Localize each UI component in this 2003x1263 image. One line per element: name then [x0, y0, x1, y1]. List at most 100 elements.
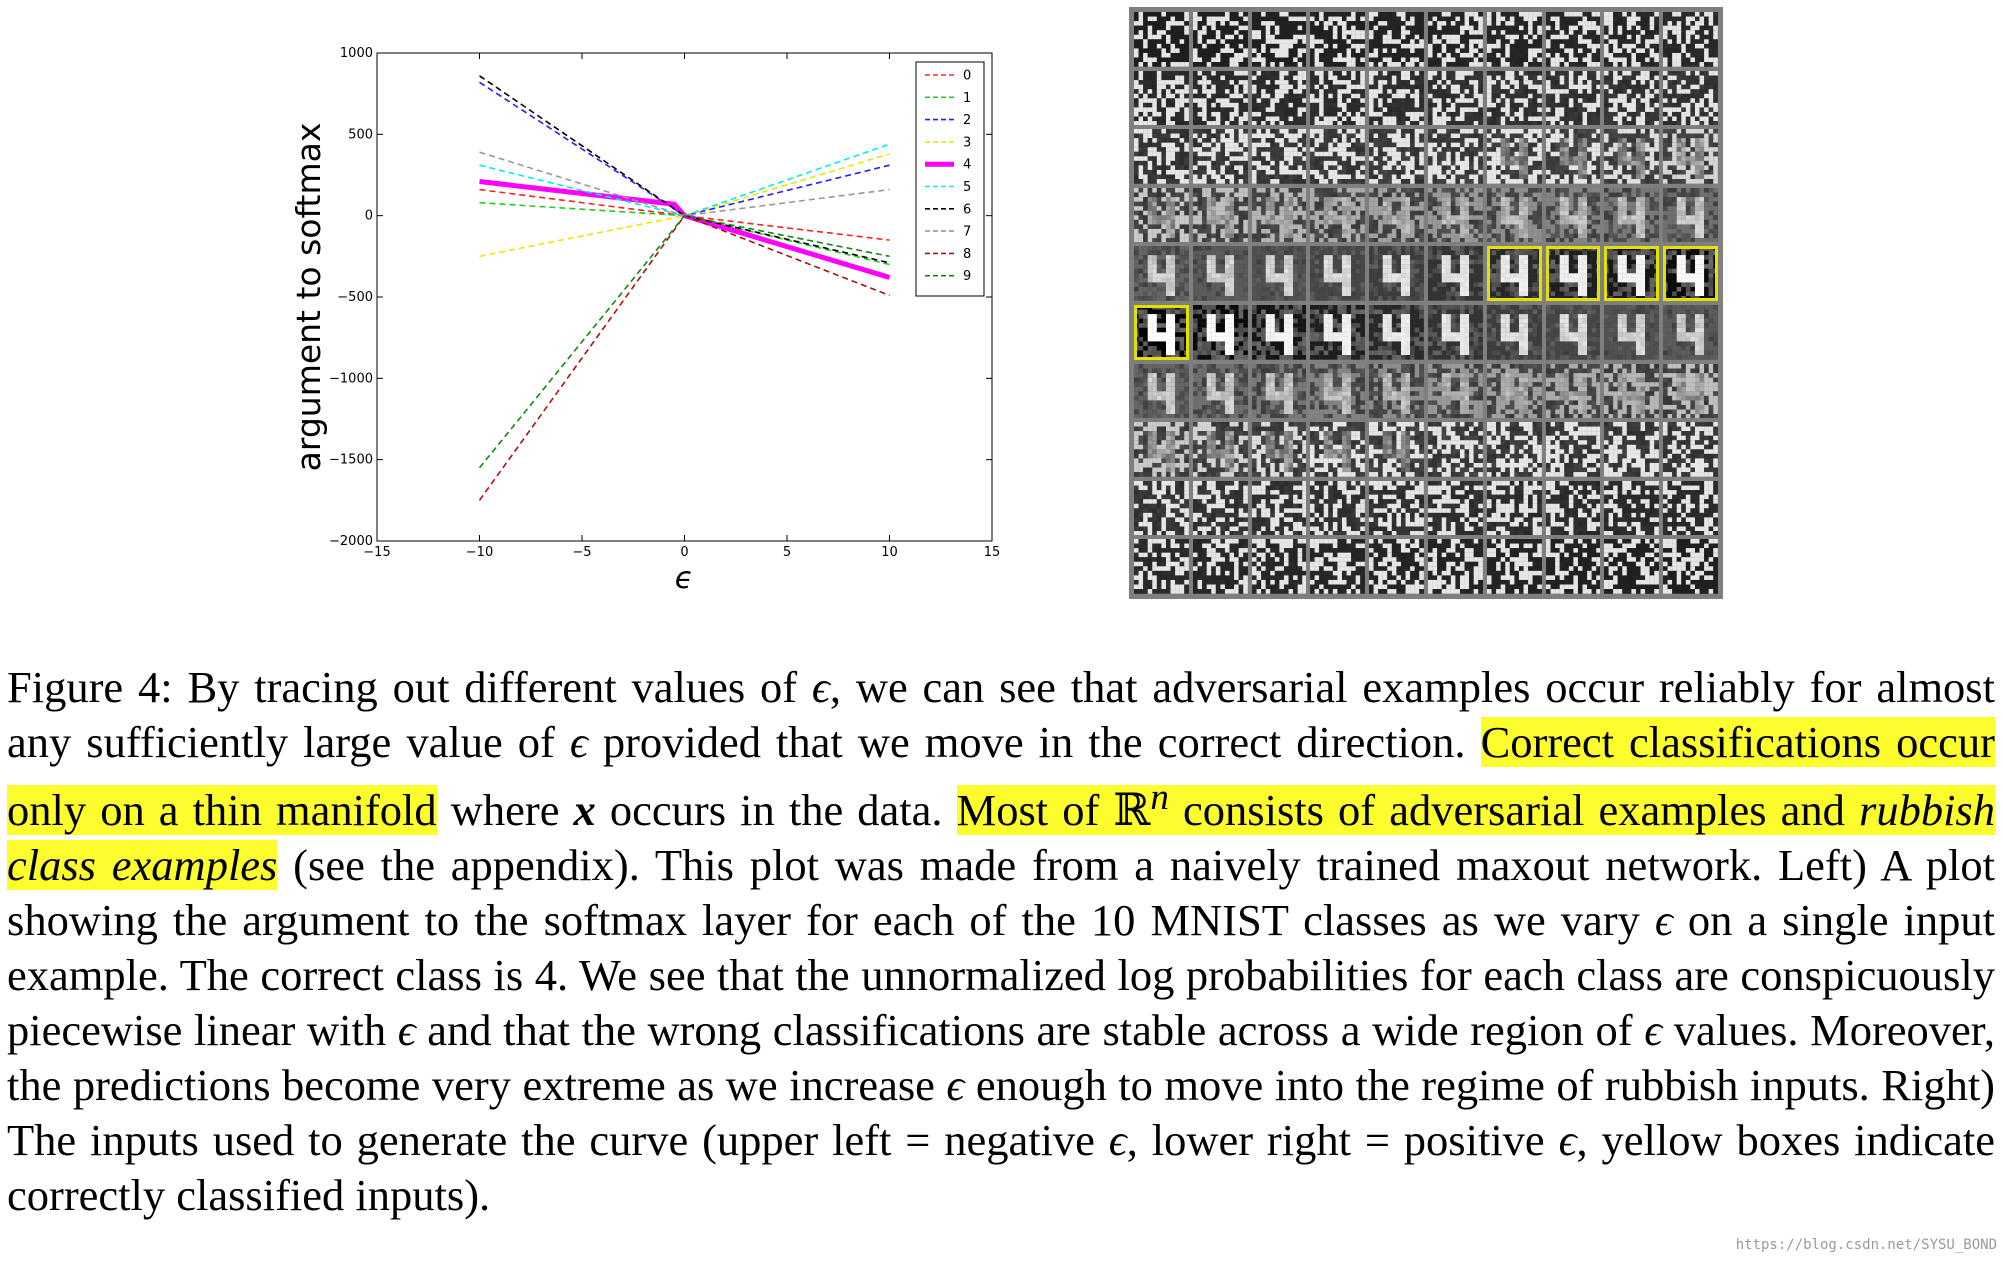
caption-text: rubbish class examples	[7, 784, 1995, 890]
y-tick-label: 1000	[340, 46, 373, 61]
input-image-cell	[1192, 363, 1248, 419]
n-exponent: n	[1150, 777, 1169, 818]
input-image-cell	[1663, 304, 1718, 360]
legend-label-4: 4	[963, 158, 971, 173]
input-image-cell	[1663, 363, 1718, 419]
legend-label-5: 5	[963, 180, 971, 195]
input-image-cell	[1604, 129, 1660, 184]
caption-text: Most of	[956, 784, 1114, 835]
input-image-cell	[1251, 363, 1307, 419]
caption-text: Figure 4: By tracing out different value…	[7, 662, 812, 712]
input-image-cell	[1251, 246, 1307, 301]
epsilon-symbol: ϵ	[569, 717, 588, 767]
input-image-cell	[1486, 422, 1542, 477]
epsilon-symbol: ϵ	[1558, 1114, 1577, 1165]
input-image-cell	[1369, 363, 1424, 419]
input-image-cell	[1251, 480, 1307, 536]
y-tick-label: 500	[348, 127, 373, 142]
input-image-cell	[1545, 70, 1601, 126]
legend-label-9: 9	[963, 269, 971, 284]
caption-text: consists of adversarial examples and	[1168, 784, 1859, 835]
input-image-cell	[1310, 363, 1366, 419]
watermark: https://blog.csdn.net/SYSU_BOND	[1735, 1237, 1997, 1253]
legend-label-3: 3	[963, 135, 971, 150]
input-image-cell	[1251, 304, 1307, 360]
x-tick-label: −5	[572, 545, 591, 560]
input-image-cell	[1427, 70, 1483, 126]
input-image-cell	[1427, 187, 1483, 243]
input-image-cell	[1192, 12, 1248, 67]
input-image-cell	[1427, 246, 1483, 301]
y-tick-label: −1500	[329, 453, 373, 468]
input-image-cell	[1310, 539, 1366, 594]
input-image-cell	[1192, 539, 1248, 594]
input-image-cell	[1134, 12, 1189, 67]
y-tick-label: −500	[337, 290, 373, 305]
input-image-cell	[1251, 70, 1307, 126]
input-image-cell	[1134, 246, 1189, 301]
legend-label-7: 7	[963, 225, 971, 240]
input-image-cell	[1663, 246, 1718, 301]
figure-caption: Figure 4: By tracing out different value…	[7, 660, 1995, 1223]
input-image-cell	[1251, 422, 1307, 477]
y-tick-label: 0	[365, 209, 373, 224]
input-image-cell	[1545, 187, 1601, 243]
input-image-cell	[1663, 539, 1718, 594]
x-tick-label: 5	[783, 545, 791, 560]
y-tick-label: −1000	[329, 371, 373, 386]
input-image-cell	[1604, 304, 1660, 360]
input-image-cell	[1545, 304, 1601, 360]
input-image-cell	[1663, 422, 1718, 477]
input-image-cell	[1134, 187, 1189, 243]
input-image-cell	[1486, 480, 1542, 536]
input-image-cell	[1251, 187, 1307, 243]
caption-text: occurs in the data.	[595, 784, 957, 835]
input-image-cell	[1369, 70, 1424, 126]
input-image-cell	[1134, 422, 1189, 477]
y-axis-title: argument to softmax	[289, 123, 328, 472]
epsilon-symbol: ϵ	[811, 662, 830, 712]
input-image-cell	[1486, 304, 1542, 360]
input-image-cell	[1663, 70, 1718, 126]
legend-label-8: 8	[963, 247, 971, 262]
x-tick-label: 10	[881, 545, 898, 560]
x-symbol: x	[573, 784, 596, 835]
real-space-symbol: ℝ	[1113, 784, 1151, 835]
input-image-cell	[1192, 422, 1248, 477]
input-image-cell	[1134, 539, 1189, 594]
input-image-cell	[1427, 363, 1483, 419]
input-image-cell	[1369, 129, 1424, 184]
series-line-9	[478, 214, 890, 469]
x-tick-label: −10	[466, 545, 493, 560]
caption-text: on a single input example. The correct c…	[7, 894, 1995, 1055]
input-image-cell	[1310, 12, 1366, 67]
epsilon-symbol: ϵ	[1654, 894, 1673, 945]
input-image-cell	[1427, 422, 1483, 477]
input-image-cell	[1369, 539, 1424, 594]
input-image-cell	[1663, 129, 1718, 184]
plot-area	[376, 52, 993, 542]
input-image-cell	[1192, 187, 1248, 243]
input-image-cell	[1192, 129, 1248, 184]
input-image-cell	[1545, 539, 1601, 594]
caption-text: enough to move into the regime of rubbis…	[7, 1059, 1995, 1165]
input-image-cell	[1369, 12, 1424, 67]
input-image-cell	[1369, 246, 1424, 301]
input-image-cell	[1604, 422, 1660, 477]
input-image-cell	[1486, 539, 1542, 594]
legend-label-6: 6	[963, 202, 971, 217]
input-image-cell	[1192, 70, 1248, 126]
caption-text: , yellow boxes indicate correctly classi…	[7, 1114, 1995, 1220]
input-image-cell	[1310, 129, 1366, 184]
caption-text: , lower right = positive	[1126, 1114, 1559, 1165]
input-image-cell	[1663, 480, 1718, 536]
series-line-0	[479, 188, 890, 241]
input-image-cell	[1134, 129, 1189, 184]
input-image-cell	[1192, 304, 1248, 360]
caption-text: (see the appendix). This plot was made f…	[7, 839, 1995, 945]
legend: 0 1 2 3 4 5 6 7 8 9	[915, 61, 985, 297]
input-image-cell	[1310, 480, 1366, 536]
input-image-cell	[1486, 70, 1542, 126]
input-image-cell	[1604, 539, 1660, 594]
input-image-cell	[1545, 363, 1601, 419]
